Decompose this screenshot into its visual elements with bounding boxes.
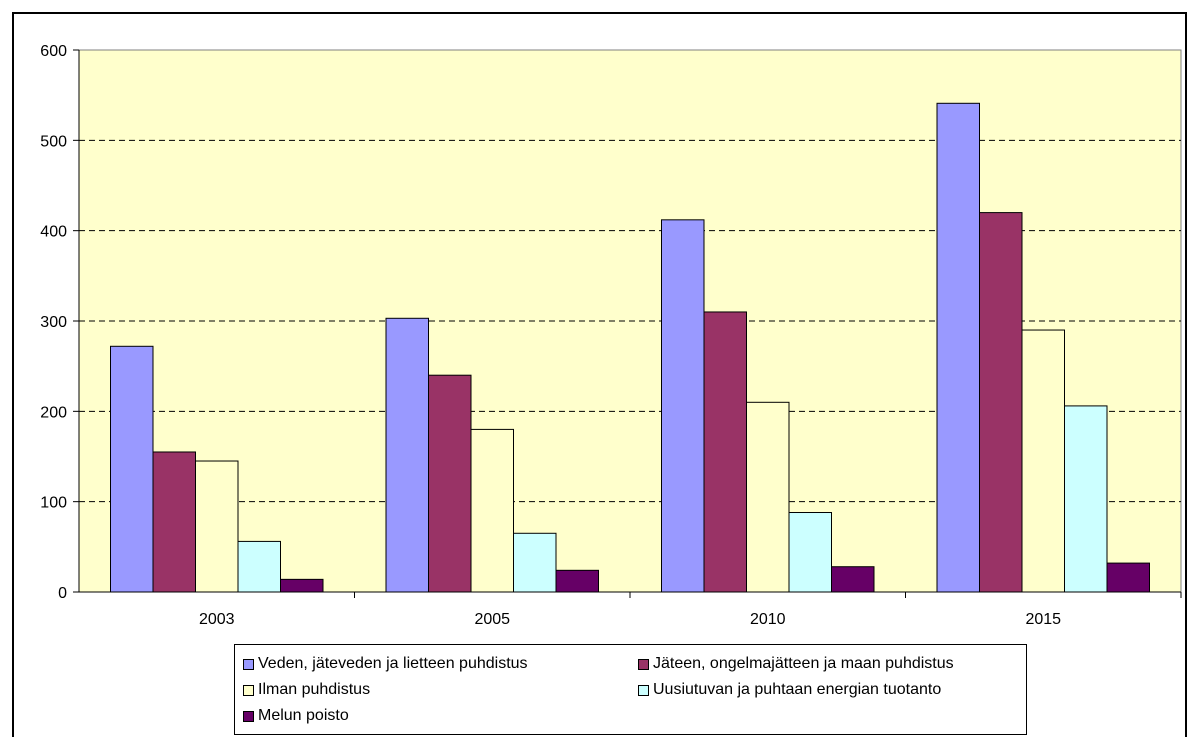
x-tick-label: 2010 xyxy=(750,611,786,628)
bar xyxy=(470,428,514,593)
bar xyxy=(831,566,875,593)
y-tick-label: 600 xyxy=(40,43,67,60)
legend-item-energy: Uusiutuvan ja puhtaan energian tuotanto xyxy=(638,680,941,700)
x-tick-label: 2005 xyxy=(474,611,510,628)
legend-swatch-air xyxy=(243,684,254,696)
bar xyxy=(979,212,1023,593)
legend-label-air: Ilman puhdistus xyxy=(258,681,371,698)
x-tick-label: 2003 xyxy=(199,611,235,628)
bar xyxy=(661,219,705,593)
legend-item-waste: Jäteen, ongelmajätteen ja maan puhdistus xyxy=(638,654,954,674)
bar xyxy=(513,532,557,593)
legend-swatch-water xyxy=(243,658,254,670)
bar xyxy=(936,102,980,593)
y-tick-label: 300 xyxy=(40,314,67,331)
bar xyxy=(788,512,832,593)
legend: Veden, jäteveden ja lietteen puhdistus J… xyxy=(234,644,1027,735)
legend-label-noise: Melun poisto xyxy=(258,707,349,724)
legend-item-noise: Melun poisto xyxy=(243,706,349,726)
axes xyxy=(73,49,1182,598)
legend-swatch-energy xyxy=(638,684,649,696)
bar xyxy=(555,569,599,593)
y-tick-label: 100 xyxy=(40,495,67,512)
legend-swatch-noise xyxy=(243,710,254,722)
bar xyxy=(703,311,747,593)
bar xyxy=(1106,562,1150,593)
bar xyxy=(385,317,429,593)
y-tick-label: 400 xyxy=(40,224,67,241)
legend-label-water: Veden, jäteveden ja lietteen puhdistus xyxy=(258,655,528,672)
bar xyxy=(280,578,324,593)
bar xyxy=(152,451,196,593)
bar xyxy=(746,401,790,593)
bar xyxy=(195,460,239,593)
bar-chart: 0 100 200 300 400 500 600 2003 2005 2010 2015 xyxy=(40,43,1182,628)
bar xyxy=(237,540,281,593)
legend-label-waste: Jäteen, ongelmajätteen ja maan puhdistus xyxy=(653,655,954,672)
legend-item-water: Veden, jäteveden ja lietteen puhdistus xyxy=(243,654,528,674)
bar xyxy=(1021,329,1065,593)
y-tick-label: 500 xyxy=(40,133,67,150)
legend-swatch-waste xyxy=(638,658,649,670)
gridlines xyxy=(79,139,1181,503)
bar xyxy=(110,345,154,593)
y-tick-label: 200 xyxy=(40,404,67,421)
y-tick-label: 0 xyxy=(58,585,67,602)
tick-labels: 0 100 200 300 400 500 600 2003 2005 2010 2015 xyxy=(40,43,1061,628)
bar xyxy=(428,374,472,593)
chart-frame xyxy=(12,12,1187,737)
legend-item-air: Ilman puhdistus xyxy=(243,680,370,700)
bar xyxy=(1064,405,1108,593)
x-tick-label: 2015 xyxy=(1025,611,1061,628)
legend-label-energy: Uusiutuvan ja puhtaan energian tuotanto xyxy=(653,681,942,698)
bars xyxy=(110,102,1150,593)
